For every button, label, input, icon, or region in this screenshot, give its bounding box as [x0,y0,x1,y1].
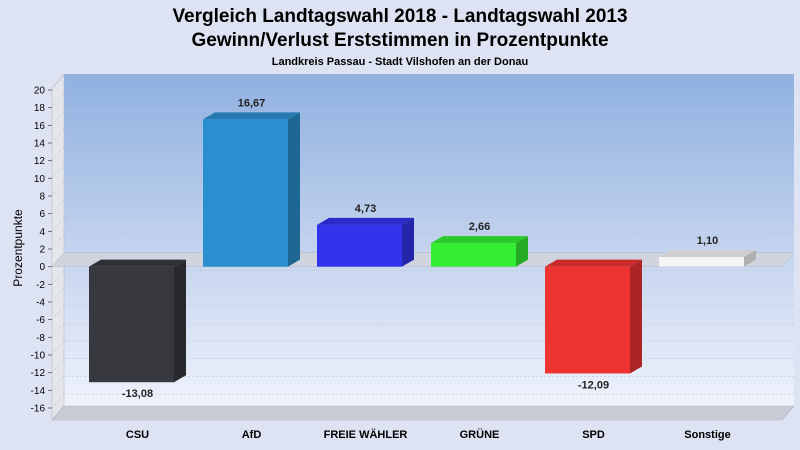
y-tick-label: -12 [31,368,46,379]
y-tick-label: -10 [31,351,46,362]
gridline-left [51,393,65,409]
gridline-left [51,128,65,144]
bar-top [203,112,300,120]
bar-series: -13,08 16,67 4,73 2,66 -12,09 1,10 [89,97,756,400]
x-tick-label: Sonstige [684,429,730,441]
chart-subtitle: Landkreis Passau - Stadt Vilshofen an de… [272,56,529,68]
data-label: 16,67 [238,97,266,109]
bar-grüne [431,236,528,267]
gridline-left [51,93,65,108]
gridline-left [51,340,65,356]
bar-csu [89,259,186,383]
bar-front [317,224,402,267]
bar-side [288,112,300,267]
bar-front [431,243,516,267]
data-label: -13,08 [122,388,153,400]
x-tick-label: GRÜNE [460,428,500,441]
bar-sonstige [659,249,756,267]
gridline-left [51,111,65,126]
gridline-left [51,305,65,320]
gridline-left [51,376,65,391]
bar-side [630,259,642,374]
gridline-left [51,199,65,214]
gridline-left [51,217,65,232]
bar-front [203,119,288,267]
y-tick-label: 18 [34,103,46,114]
chart-title: Vergleich Landtagswahl 2018 - Landtagswa… [172,6,627,27]
y-tick-label: -8 [36,333,45,344]
data-label: 4,73 [355,203,376,215]
gridline-left [51,75,65,91]
bar-side [516,236,528,267]
data-label: -12,09 [578,379,609,391]
bar-top [431,236,528,244]
x-axis-categories: CSU AfD FREIE WÄHLER GRÜNE SPD Sonstige [126,428,731,441]
y-tick-label: -6 [36,315,45,326]
gridlines [51,75,794,409]
gridline-left [51,164,65,179]
gridline-left [51,270,65,285]
gridline-left [51,323,65,338]
bar-top [659,249,756,257]
bar-spd [545,259,642,374]
x-tick-label: AfD [242,429,262,441]
bar-front [545,266,630,374]
gridline-left [51,358,65,373]
data-label: 2,66 [469,221,490,233]
y-tick-label: 6 [39,209,45,220]
y-tick-label: 14 [34,139,46,150]
bar-afd [203,112,300,267]
bar-top [545,259,642,267]
x-tick-label: FREIE WÄHLER [324,428,408,441]
bar-side [174,259,186,383]
y-axis-label: Prozentpunkte [11,209,25,287]
y-tick-label: 20 [34,86,46,97]
x-tick-label: CSU [126,429,149,441]
y-tick-label: 4 [39,227,45,238]
bar-top [89,259,186,267]
bar-freie-wähler [317,217,414,267]
y-tick-label: -2 [36,280,45,291]
bar-top [317,217,414,225]
y-tick-label: 8 [39,192,45,203]
y-tick-label: -16 [31,404,46,415]
data-label: 1,10 [697,235,718,247]
gridline-left [51,287,65,303]
y-tick-label: 2 [39,245,45,256]
plot-floor [51,405,795,421]
gridline-left [51,146,65,161]
y-tick-label: 16 [34,121,46,132]
chart-title-line2: Gewinn/Verlust Erststimmen in Prozentpun… [191,30,608,51]
y-tick-label: -14 [31,386,46,397]
bar-side [402,217,414,267]
x-tick-label: SPD [582,429,605,441]
bar-front [659,256,744,267]
y-tick-label: -4 [36,298,45,309]
bar-front [89,266,174,383]
y-tick-label: 10 [34,174,46,185]
gridline-left [51,181,65,197]
bar-side [744,249,756,267]
plot-left-wall [51,73,65,421]
y-tick-label: 0 [39,262,45,273]
y-tick-label: 12 [34,156,46,167]
gridline-left [51,234,65,250]
